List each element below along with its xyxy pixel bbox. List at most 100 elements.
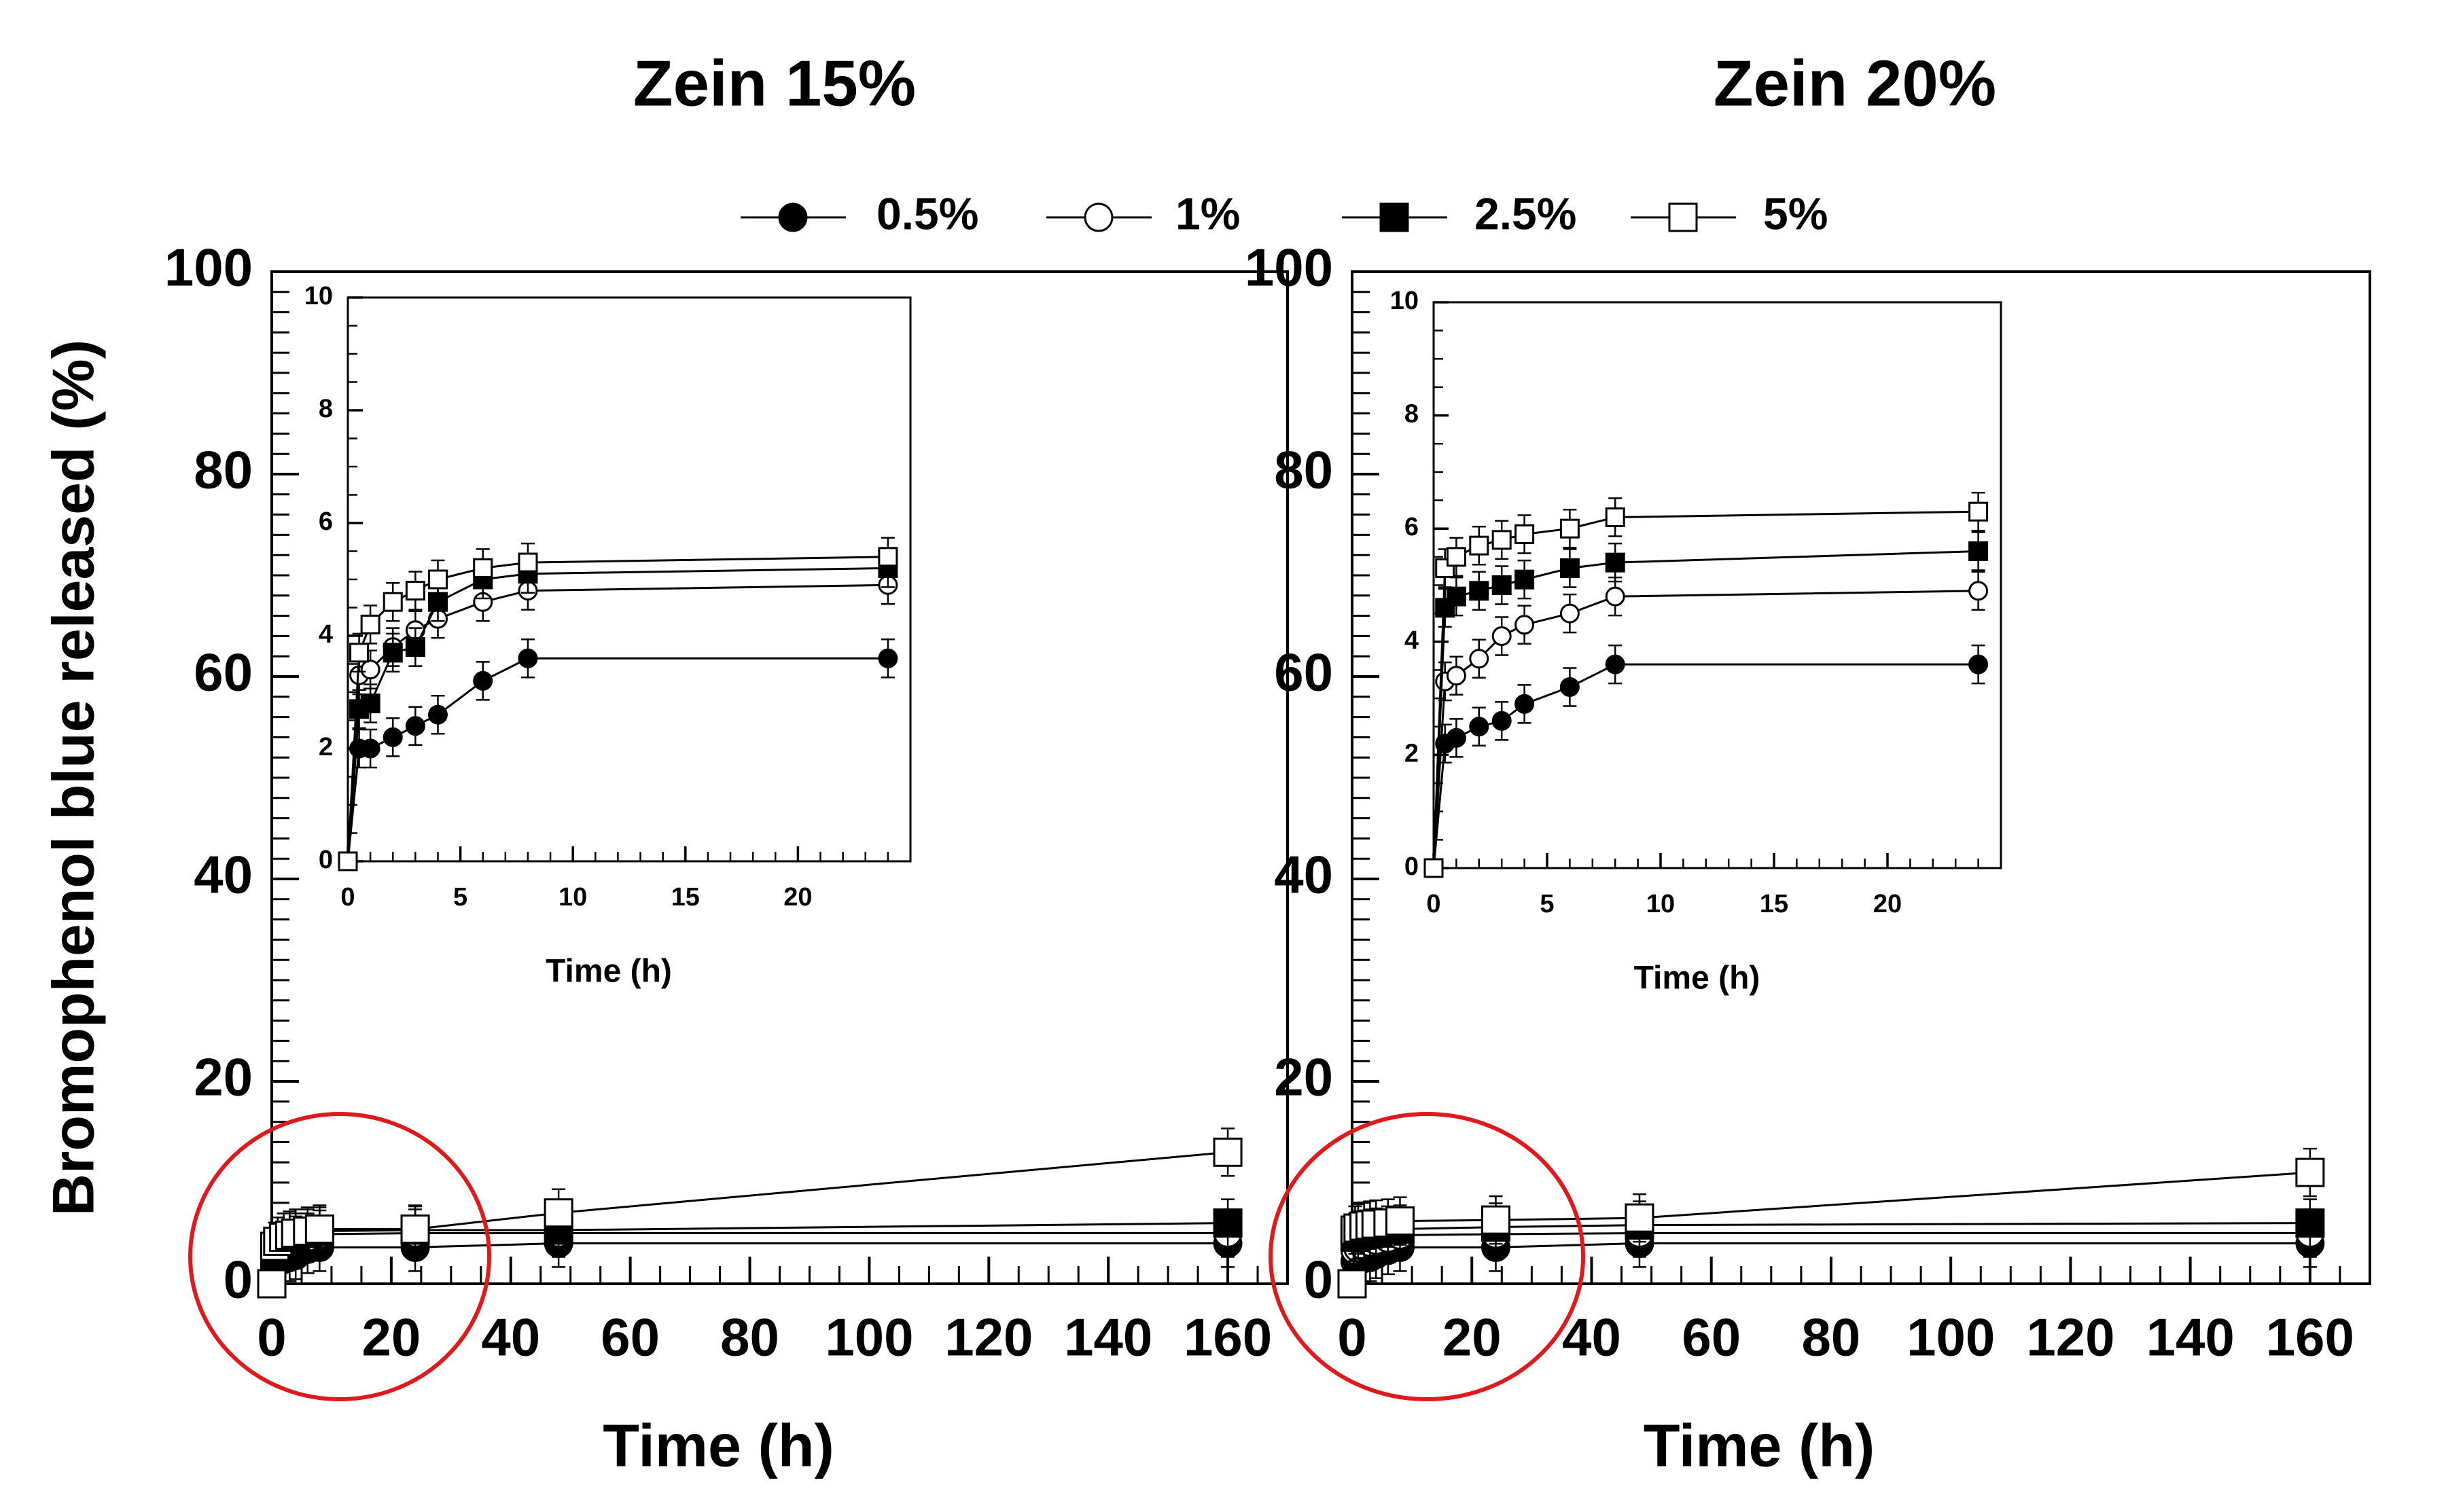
main-point: [257, 1269, 287, 1299]
inset-axis-y-tick-label: 4: [319, 620, 333, 649]
main-axis-x-tick-label: 80: [720, 1308, 779, 1367]
main-point: [2295, 1208, 2325, 1238]
main-point: [2295, 1157, 2325, 1187]
inset-point: [1559, 677, 1580, 697]
inset-point: [1514, 615, 1535, 635]
legend-label: 5%: [1763, 188, 1828, 238]
inset-point: [1423, 858, 1444, 878]
inset-axis-x-tick-label: 10: [1646, 890, 1675, 918]
panel-title: Zein 15%: [633, 47, 916, 120]
inset-axis-x-tick-label: 5: [453, 883, 467, 912]
inset-point: [1968, 581, 1989, 601]
y-axis-label: Bromophenol blue released (%): [41, 340, 107, 1216]
main-axis-x-tick-label: 120: [2026, 1308, 2114, 1367]
inset-point: [1491, 530, 1512, 550]
main-point: [1385, 1206, 1415, 1236]
inset-point: [1491, 710, 1512, 731]
main-axis-y-tick-label: 60: [1274, 643, 1333, 702]
inset-point: [1605, 507, 1625, 528]
inset-point: [473, 558, 493, 578]
inset-axis-x-tick-label: 0: [1426, 890, 1440, 918]
main-axis-x-tick-label: 140: [1064, 1308, 1152, 1367]
inset-point: [1446, 586, 1466, 607]
inset-point: [427, 704, 448, 725]
inset-point: [1469, 649, 1489, 669]
inset-axis-x-tick-label: 0: [340, 883, 355, 912]
inset-x-axis-label: Time (h): [546, 954, 672, 990]
main-axis-x-tick-label: 20: [1442, 1308, 1502, 1367]
main-axis-y-tick-label: 20: [194, 1047, 253, 1107]
inset-plot: 0 5 10 15 20 0 2 4 6 8 10 Time (h): [1390, 287, 2002, 996]
main-axis-y-tick-label: 40: [1274, 845, 1333, 905]
inset-point: [1446, 727, 1466, 748]
inset-point: [1469, 535, 1489, 556]
inset-point: [1514, 524, 1535, 545]
main-axis-y-tick-label: 80: [194, 440, 253, 500]
inset-point: [349, 643, 370, 663]
legend-marker: [1379, 202, 1409, 232]
main-axis-y-tick-label: 80: [1274, 440, 1333, 500]
inset-point: [427, 569, 448, 590]
inset-point: [360, 660, 380, 680]
inset-x-axis-label: Time (h): [1634, 960, 1760, 996]
main-axis-x-tick-label: 100: [1907, 1308, 1995, 1367]
main-point: [1213, 1137, 1243, 1167]
inset-axis-x-tick-label: 15: [1760, 890, 1788, 918]
inset-point: [1491, 575, 1512, 595]
legend-label: 0.5%: [876, 188, 978, 238]
inset-axis-y-tick-label: 0: [319, 846, 333, 874]
inset-point: [473, 670, 493, 691]
inset-point: [518, 648, 538, 668]
inset-point: [338, 851, 358, 871]
main-axis-x-tick-label: 80: [1802, 1308, 1861, 1367]
inset-point: [1491, 626, 1512, 646]
inset-point: [1514, 569, 1535, 590]
main-axis-y-tick-label: 100: [1245, 238, 1333, 298]
panel-title: Zein 20%: [1714, 47, 1996, 120]
inset-axis-y-tick-label: 2: [319, 733, 333, 761]
inset-point: [1514, 694, 1535, 714]
inset-axis-y-tick-label: 10: [304, 282, 333, 310]
inset-axis-y-tick-label: 6: [1404, 513, 1419, 541]
inset-axis-x-tick-label: 15: [671, 883, 700, 912]
inset-plot: 0 5 10 15 20 0 2 4 6 8 10 Time (h): [304, 282, 912, 990]
inset-point: [360, 738, 380, 759]
inset-point: [1469, 581, 1489, 601]
inset-axis-x-tick-label: 10: [559, 883, 587, 912]
main-point: [1625, 1203, 1654, 1233]
inset-axis-y-tick-label: 8: [319, 395, 333, 423]
inset-axis-y-tick-label: 4: [1404, 626, 1419, 655]
highlight-circle: [1269, 1112, 1585, 1401]
inset-point: [1559, 518, 1580, 539]
main-axis-y-tick-label: 40: [194, 845, 253, 905]
inset-point: [1469, 717, 1489, 737]
legend-label: 2.5%: [1474, 188, 1576, 238]
inset-point: [360, 614, 380, 634]
main-axis-x-tick-label: 160: [1184, 1308, 1272, 1367]
inset-axis-y-tick-label: 10: [1390, 287, 1419, 315]
inset-point: [1605, 654, 1625, 674]
main-point: [1481, 1205, 1510, 1235]
inset-point: [1605, 552, 1625, 573]
inset-point: [383, 643, 403, 663]
inset-point: [1968, 654, 1989, 674]
highlight-circle: [188, 1112, 491, 1401]
inset-point: [518, 552, 538, 573]
main-axis-x-tick-label: 40: [1562, 1308, 1621, 1367]
main-point: [544, 1198, 573, 1228]
inset-point: [383, 727, 403, 747]
main-point: [1213, 1208, 1243, 1238]
inset-point: [383, 592, 403, 612]
main-point: [1337, 1269, 1367, 1299]
inset-point: [1968, 541, 1989, 562]
inset-point: [1559, 558, 1580, 579]
inset-point: [1446, 666, 1466, 686]
inset-axis-x-tick-label: 20: [1873, 890, 1902, 918]
main-axis-x-tick-label: 140: [2146, 1308, 2235, 1367]
panel-1: Zein 15%0 20 40 60 80 100 120 140 16002040608010…: [164, 47, 1289, 1479]
legend-marker: [1084, 202, 1114, 232]
inset-point: [360, 694, 380, 714]
main-axis-y-tick-label: 60: [194, 643, 253, 702]
main-axis-y-tick-label: 0: [1304, 1250, 1333, 1310]
inset-axis-frame: [347, 296, 912, 863]
